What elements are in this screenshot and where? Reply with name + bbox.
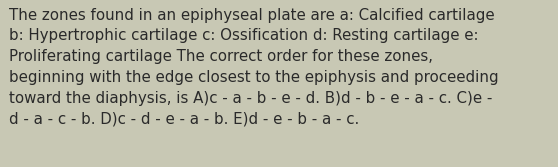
Text: The zones found in an epiphyseal plate are a: Calcified cartilage
b: Hypertrophi: The zones found in an epiphyseal plate a… xyxy=(9,8,498,126)
